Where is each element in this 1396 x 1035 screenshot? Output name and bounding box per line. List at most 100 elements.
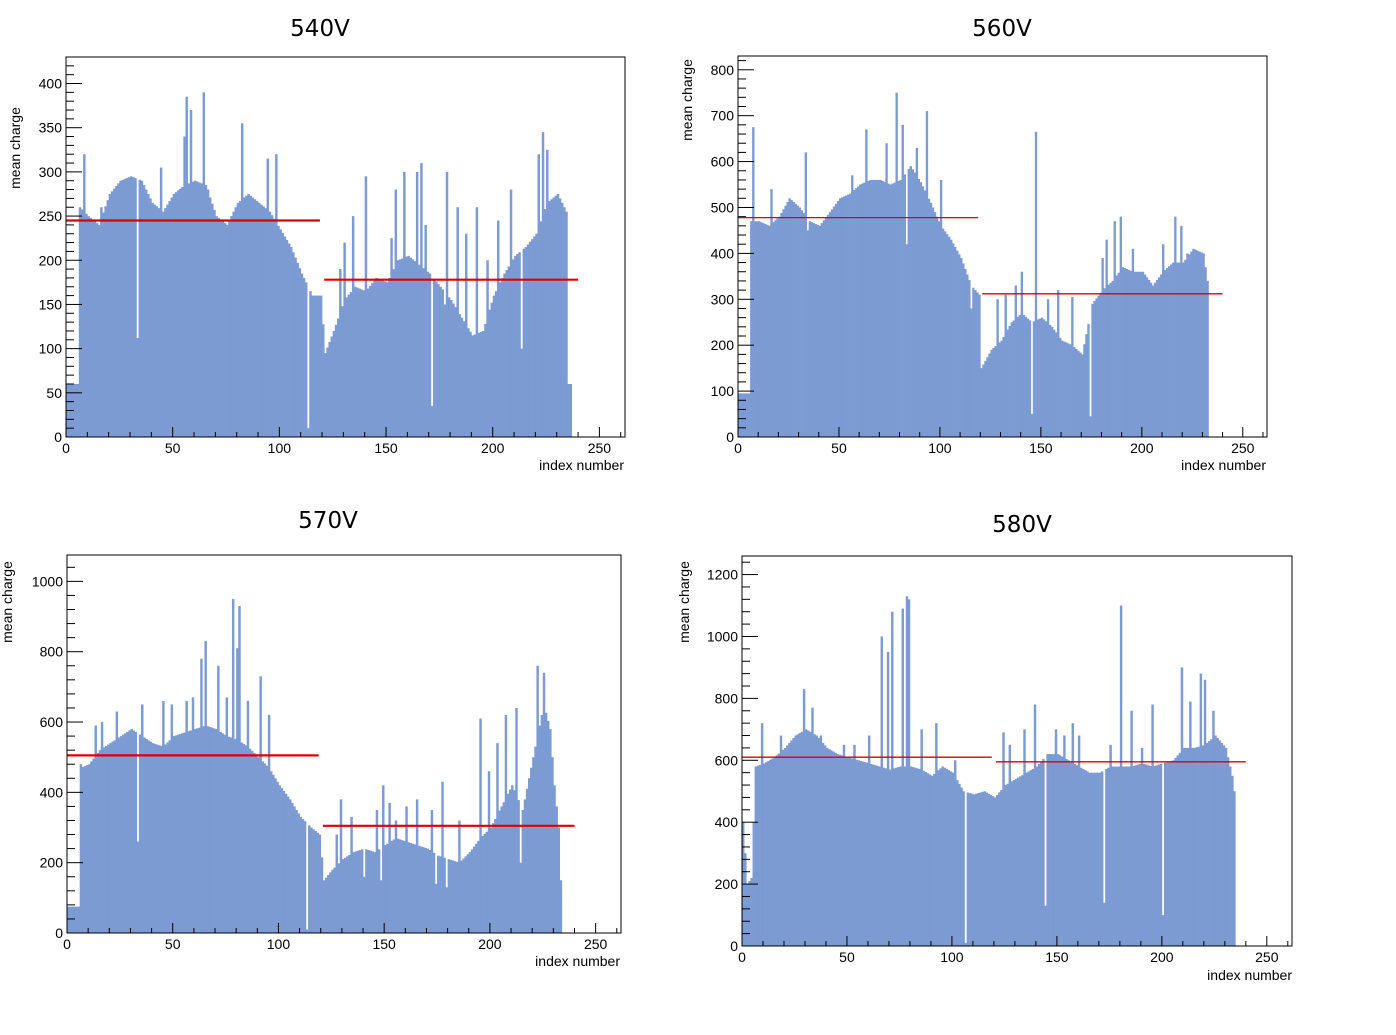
histogram-bar: [460, 860, 463, 933]
histogram-bar: [354, 851, 358, 933]
histogram-bar: [282, 790, 286, 933]
histogram-bar: [830, 750, 833, 946]
histogram-bar: [872, 764, 875, 946]
histogram-bar: [857, 760, 860, 946]
histogram-bar: [796, 734, 800, 946]
histogram-bar: [1063, 341, 1066, 437]
histogram-bar: [863, 182, 866, 437]
histogram-bar: [748, 881, 751, 946]
histogram-bar: [1140, 747, 1144, 946]
histogram-bar: [528, 241, 532, 437]
histogram-bar: [1036, 319, 1040, 437]
histogram-bar: [800, 210, 803, 437]
histogram-bar: [1040, 317, 1044, 437]
histogram-bar: [514, 255, 517, 437]
histogram-bar: [558, 198, 562, 437]
histogram-bar: [441, 289, 444, 437]
histogram-bar: [855, 188, 858, 437]
y-tick-label: 1000: [707, 628, 738, 644]
y-tick-label: 350: [39, 120, 63, 136]
histogram-bar: [298, 268, 302, 437]
histogram-bar: [1180, 667, 1184, 946]
histogram-bar: [1202, 253, 1205, 437]
histogram-bar: [295, 809, 298, 933]
histogram-bar: [151, 202, 154, 437]
histogram-bar: [1214, 735, 1217, 946]
histogram-bar: [968, 793, 972, 946]
histogram-bar: [1178, 752, 1182, 946]
histogram-bar: [183, 732, 186, 933]
histogram-bar: [153, 743, 157, 933]
histogram-bar: [913, 172, 917, 437]
histogram-bar: [501, 277, 504, 437]
y-tick-label: 800: [715, 690, 739, 706]
histogram-bar: [509, 189, 513, 437]
histogram-bar: [1031, 768, 1035, 946]
histogram-bar: [1087, 324, 1090, 437]
histogram-bar: [905, 596, 909, 946]
histogram-bar: [434, 883, 438, 933]
histogram-bar: [1095, 298, 1098, 437]
histogram-bar: [276, 781, 279, 933]
histogram-bar: [1111, 766, 1114, 946]
histogram-bar: [538, 725, 541, 933]
histogram-bar: [243, 197, 246, 437]
histogram-bar: [200, 658, 203, 933]
histogram-bar: [319, 295, 323, 437]
histogram-bar: [507, 266, 511, 437]
histogram-bar: [1162, 244, 1165, 437]
histogram-bar: [1208, 741, 1211, 946]
histogram-bar: [1100, 771, 1104, 946]
histogram-bar: [954, 246, 957, 437]
histogram-bar: [219, 731, 222, 933]
histogram-bar: [379, 279, 383, 437]
histogram-bar: [308, 825, 311, 933]
histogram-bar: [1180, 225, 1183, 437]
histogram-bar: [1105, 239, 1108, 437]
histogram-bar: [74, 383, 78, 437]
histogram-bar: [754, 221, 757, 437]
histogram-bar: [337, 863, 341, 933]
histogram-bar: [272, 774, 275, 933]
histogram-bar: [1042, 759, 1045, 946]
histogram-bar: [1052, 329, 1056, 437]
histogram-bar: [390, 238, 393, 437]
bar-series: [67, 598, 563, 933]
histogram-bar: [352, 852, 355, 933]
histogram-bar: [1023, 729, 1026, 946]
histogram-bar: [956, 780, 959, 946]
histogram-bar: [1157, 277, 1161, 437]
histogram-bar: [379, 880, 383, 933]
histogram-bar: [117, 183, 120, 437]
histogram-bar: [1113, 221, 1116, 437]
histogram-bar: [752, 127, 755, 438]
histogram-bar: [788, 742, 791, 946]
histogram-bar: [792, 201, 795, 437]
histogram-bar: [377, 278, 380, 437]
y-axis-ticks: 0 200 400 600 800 1000: [32, 566, 83, 941]
histogram-bar: [329, 872, 332, 933]
histogram-bar: [246, 700, 250, 933]
histogram-bar: [780, 212, 783, 437]
histogram-bar: [92, 758, 95, 933]
y-tick-label: 700: [711, 108, 735, 124]
histogram-bar: [928, 774, 932, 946]
x-tick-label: 200: [1150, 949, 1174, 965]
histogram-bar: [812, 223, 816, 437]
x-axis-label: index number: [1181, 457, 1266, 473]
histogram-bar: [1193, 747, 1196, 946]
histogram-bar: [901, 608, 904, 946]
histogram-bar: [255, 201, 259, 437]
histogram-bar: [548, 201, 551, 437]
histogram-bar: [93, 221, 97, 437]
histogram-bar: [450, 300, 453, 437]
histogram-bar: [1170, 760, 1173, 946]
histogram-bar: [877, 179, 880, 437]
histogram-bar: [1067, 760, 1070, 946]
histogram-bar: [828, 212, 832, 437]
histogram-bar: [499, 282, 502, 437]
histogram-bar: [363, 876, 366, 933]
histogram-bar: [141, 704, 144, 933]
histogram-bar: [473, 334, 476, 437]
